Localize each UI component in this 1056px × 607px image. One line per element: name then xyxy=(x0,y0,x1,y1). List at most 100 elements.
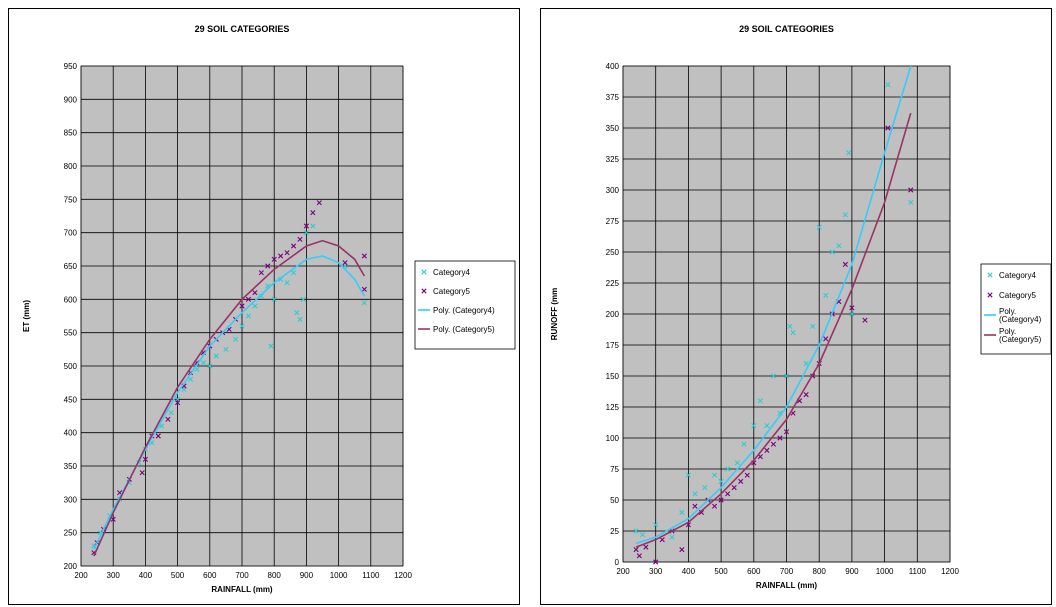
y-tick-label: 200 xyxy=(64,562,78,571)
x-tick-label: 700 xyxy=(780,567,794,576)
data-point xyxy=(718,497,724,503)
data-point xyxy=(633,547,639,553)
data-point xyxy=(284,280,290,286)
y-tick-label: 300 xyxy=(606,186,620,195)
data-point xyxy=(271,296,277,302)
y-tick-label: 550 xyxy=(64,329,78,338)
data-point xyxy=(685,472,691,478)
data-point xyxy=(284,250,290,256)
data-point xyxy=(816,224,822,230)
data-point xyxy=(653,522,659,528)
x-tick-label: 800 xyxy=(268,571,282,580)
data-point xyxy=(297,236,303,242)
y-tick-label: 900 xyxy=(64,95,78,104)
y-tick-label: 125 xyxy=(606,403,620,412)
legend-swatch-marker xyxy=(987,272,993,278)
y-tick-label: 250 xyxy=(606,248,620,257)
legend-box xyxy=(414,260,516,350)
data-point xyxy=(232,336,239,342)
data-point xyxy=(862,317,868,323)
y-tick-label: 400 xyxy=(606,62,620,71)
data-point xyxy=(245,313,252,319)
y-tick-label: 650 xyxy=(64,262,78,271)
x-tick-label: 900 xyxy=(300,571,314,580)
x-tick-label: 1000 xyxy=(876,567,894,576)
y-axis-label: ET (mm) xyxy=(22,300,31,332)
chart-title: 29 SOIL CATEGORIES xyxy=(739,24,834,34)
data-point xyxy=(744,472,750,478)
data-point xyxy=(300,296,306,302)
right-chart-panel: 29 SOIL CATEGORIES 200 300 400 500 600 700 800 9… xyxy=(540,8,1052,605)
data-point xyxy=(846,150,852,156)
y-tick-label: 350 xyxy=(606,124,620,133)
data-point xyxy=(734,460,741,466)
y-tick-label: 75 xyxy=(610,465,619,474)
y-tick-label: 450 xyxy=(64,395,78,404)
data-point xyxy=(757,398,763,404)
y-tick-label: 800 xyxy=(64,162,78,171)
y-tick-label: 300 xyxy=(64,495,78,504)
legend-entry: Poly. (Category4) xyxy=(999,307,1042,324)
data-point xyxy=(849,311,855,317)
y-tick-label: 750 xyxy=(64,195,78,204)
data-point xyxy=(643,544,649,550)
data-point xyxy=(829,249,835,255)
legend-entry: Category5 xyxy=(999,291,1036,300)
data-point xyxy=(258,293,264,299)
data-point xyxy=(836,243,842,249)
x-tick-label: 200 xyxy=(616,567,630,576)
y-tick-label: 400 xyxy=(64,429,78,438)
data-point xyxy=(361,253,367,259)
y-tick-label: 150 xyxy=(606,372,620,381)
y-tick-label: 25 xyxy=(610,527,619,536)
x-tick-label: 1200 xyxy=(394,571,412,580)
legend-swatch-marker xyxy=(987,292,993,298)
data-point xyxy=(252,290,258,296)
data-point xyxy=(679,547,685,553)
x-axis-label: RAINFALL (mm) xyxy=(756,581,818,590)
data-point xyxy=(885,125,891,131)
data-point xyxy=(640,532,646,538)
data-point xyxy=(297,316,303,322)
data-point xyxy=(207,363,213,369)
trend-line-3 xyxy=(93,239,366,557)
trend-line-3 xyxy=(635,112,912,548)
data-point xyxy=(731,485,737,491)
data-point xyxy=(636,553,642,559)
data-point xyxy=(702,485,708,491)
x-tick-label: 200 xyxy=(74,571,88,580)
y-tick-label: 700 xyxy=(64,229,78,238)
x-tick-label: 1000 xyxy=(330,571,348,580)
x-tick-label: 300 xyxy=(107,571,121,580)
data-point xyxy=(239,323,245,329)
data-point xyxy=(842,261,848,267)
x-tick-label: 300 xyxy=(649,567,663,576)
x-tick-label: 1100 xyxy=(362,571,380,580)
legend-entry: Category5 xyxy=(433,287,470,296)
x-tick-label: 900 xyxy=(845,567,859,576)
legend-entry: Poly. (Category5) xyxy=(999,327,1042,344)
data-point xyxy=(310,223,316,229)
data-point xyxy=(764,447,770,453)
data-point xyxy=(316,200,322,206)
data-point xyxy=(803,392,809,398)
y-tick-label: 950 xyxy=(64,62,78,71)
data-point xyxy=(303,223,309,229)
y-tick-label: 850 xyxy=(64,129,78,138)
x-tick-label: 600 xyxy=(203,571,217,580)
data-point xyxy=(764,423,770,429)
data-point xyxy=(842,212,848,218)
y-tick-label: 275 xyxy=(606,217,620,226)
data-point xyxy=(278,253,284,259)
data-point xyxy=(885,82,891,88)
x-tick-label: 400 xyxy=(139,571,153,580)
data-point xyxy=(175,400,181,406)
data-point xyxy=(908,199,914,205)
data-point xyxy=(265,263,271,269)
data-point xyxy=(290,243,297,249)
data-point xyxy=(711,503,718,509)
data-point xyxy=(294,310,300,316)
data-point xyxy=(692,491,698,497)
x-tick-label: 400 xyxy=(682,567,696,576)
y-tick-label: 0 xyxy=(615,558,620,567)
